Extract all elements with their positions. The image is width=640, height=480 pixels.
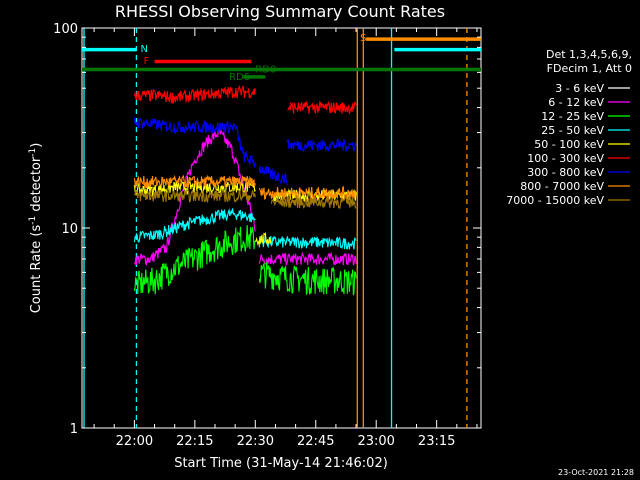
legend-label-7: 800 - 7000 keV [520, 180, 604, 193]
y-axis-label-sup2: -1 [28, 148, 38, 157]
plot-frame [81, 27, 482, 429]
series-2-segment-1 [258, 261, 357, 296]
series-8-segment-1 [270, 194, 357, 210]
series-3-segment-1 [258, 235, 357, 250]
y-tick-label-0: 1 [70, 422, 78, 437]
generation-timestamp: 23-Oct-2021 21:28 [558, 468, 634, 477]
series-7-segment-0 [133, 174, 256, 189]
x-tick-label-1: 22:15 [176, 434, 213, 449]
status-bar-label-0: N [140, 44, 147, 55]
chart-title: RHESSI Observing Summary Count Rates [114, 2, 446, 21]
x-axis-label: Start Time (31-May-14 21:46:02) [174, 456, 388, 471]
series-1-segment-1 [258, 251, 357, 267]
series-2-segment-0 [133, 224, 256, 295]
legend-label-4: 50 - 100 keV [534, 138, 604, 151]
series-3-segment-0 [133, 208, 256, 243]
legend-label-5: 100 - 300 keV [527, 152, 604, 165]
legend-header-line-1: Det 1,3,4,5,6,9, [545, 48, 632, 61]
legend-label-2: 12 - 25 keV [541, 110, 604, 123]
x-tick-label-0: 22:00 [116, 434, 153, 449]
x-tick-label-2: 22:30 [237, 434, 274, 449]
legend-label-3: 25 - 50 keV [541, 124, 604, 137]
legend-label-8: 7000 - 15000 keV [506, 194, 604, 207]
y-axis-label-rest: detector [29, 156, 44, 216]
y-axis-label-main: Count Rate (s [29, 225, 44, 314]
series-5-segment-1 [287, 100, 357, 114]
series-4-segment-1 [254, 231, 272, 247]
x-tick-label-5: 23:15 [418, 434, 455, 449]
y-axis-label-end: ) [29, 143, 44, 148]
series-7-segment-1 [258, 185, 357, 201]
series-5-segment-0 [133, 84, 256, 105]
x-tick-label-3: 22:45 [297, 434, 334, 449]
legend-header-line-2: FDecim 1, Att 0 [546, 62, 632, 75]
series-6-segment-1 [258, 165, 289, 186]
status-bar-label-5: S [360, 33, 366, 44]
status-bar-label-2: F [144, 56, 150, 67]
y-tick-label-1: 10 [61, 222, 78, 237]
legend-label-6: 300 - 800 keV [527, 166, 604, 179]
series-6-segment-2 [286, 138, 357, 153]
legend-label-1: 6 - 12 keV [548, 96, 604, 109]
series-1-segment-0 [133, 127, 256, 266]
series-6-segment-0 [133, 117, 256, 168]
status-bar-label-4: RD6 [229, 72, 250, 83]
legend-label-0: 3 - 6 keV [555, 82, 604, 95]
x-tick-label-4: 23:00 [357, 434, 394, 449]
y-tick-label-2: 100 [53, 22, 78, 37]
status-bar-label-3: RD0 [255, 64, 276, 75]
y-axis-label: Count Rate (s-1 detector-1) [28, 143, 44, 314]
y-axis-label-sup: -1 [28, 216, 38, 225]
series-8-segment-0 [133, 188, 256, 204]
